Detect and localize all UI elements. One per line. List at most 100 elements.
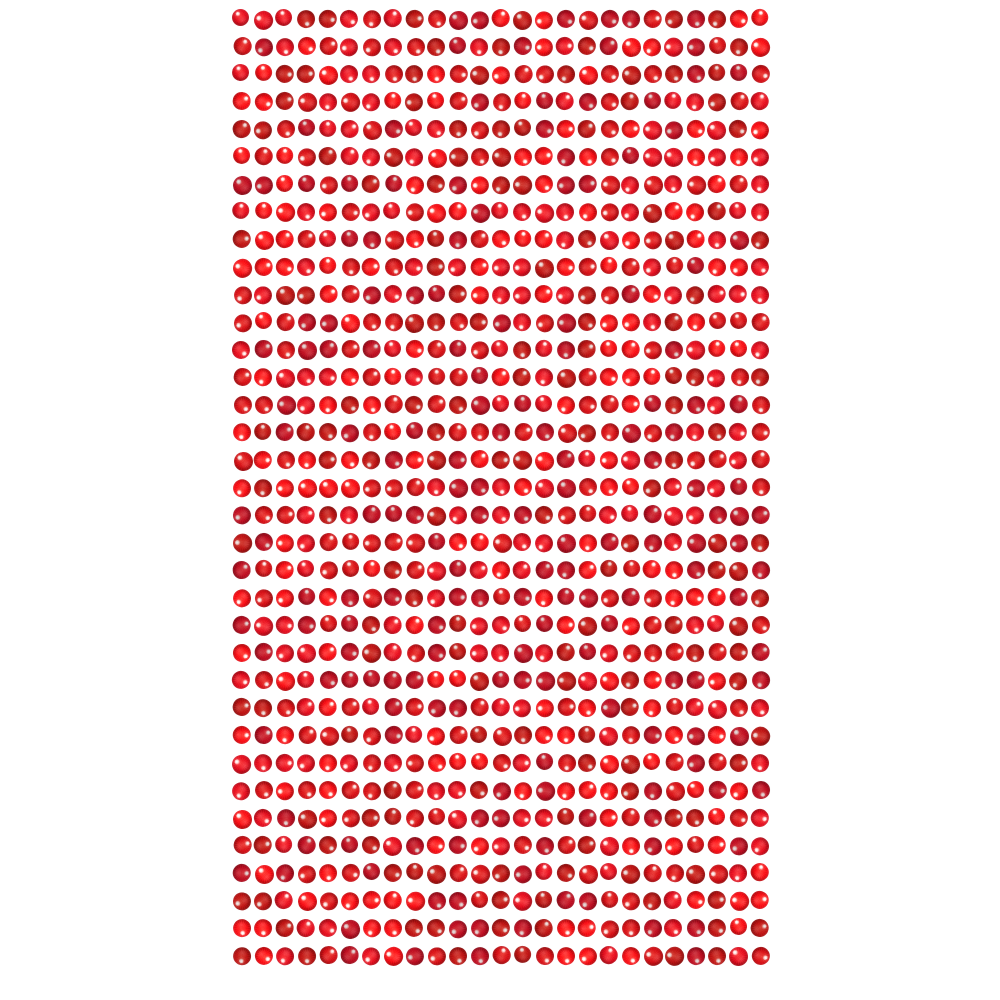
gem-cell bbox=[361, 119, 384, 141]
gem-cell bbox=[553, 722, 579, 749]
gem-cell bbox=[403, 474, 428, 499]
gem-cell bbox=[337, 89, 364, 116]
gem-cell bbox=[682, 89, 708, 115]
gem-cell bbox=[552, 33, 578, 59]
gem-cell bbox=[578, 92, 598, 112]
gem-cell bbox=[747, 227, 773, 253]
gem-cell bbox=[232, 559, 252, 579]
gem-cell bbox=[381, 171, 406, 196]
gem-cell bbox=[317, 586, 340, 609]
gem-cell bbox=[467, 502, 493, 528]
gem-cell bbox=[402, 750, 429, 777]
gem-cell bbox=[705, 668, 730, 694]
gem-cell bbox=[228, 943, 255, 969]
gem-cell bbox=[706, 91, 729, 114]
gem-cell bbox=[295, 35, 318, 58]
gem-cell bbox=[705, 860, 732, 887]
gem-cell bbox=[403, 640, 428, 666]
gem-cell bbox=[402, 392, 427, 417]
gem-cell bbox=[361, 725, 383, 747]
gem-cell bbox=[274, 227, 297, 250]
gem-cell bbox=[491, 780, 513, 802]
gem-cell bbox=[468, 695, 492, 719]
gem-cell bbox=[617, 501, 642, 526]
gem-cell bbox=[683, 172, 710, 199]
gem-cell bbox=[317, 172, 342, 198]
gem-cell bbox=[358, 145, 384, 170]
gem-cell bbox=[251, 89, 276, 114]
gem-cell bbox=[402, 585, 427, 610]
gem-cell bbox=[662, 889, 684, 911]
gem-cell bbox=[380, 88, 406, 114]
gem-cell bbox=[578, 808, 598, 827]
gem-cell bbox=[447, 641, 468, 662]
gem-cell bbox=[445, 832, 471, 858]
gem-cell bbox=[640, 722, 666, 748]
gem-cell bbox=[231, 833, 254, 857]
gem-cell bbox=[727, 805, 752, 830]
gem-cell bbox=[728, 257, 749, 278]
gem-cell bbox=[447, 668, 468, 690]
gem-cell bbox=[750, 311, 772, 332]
gem-cell bbox=[362, 37, 382, 57]
gem-cell bbox=[531, 859, 556, 885]
gem-cell bbox=[576, 254, 601, 279]
gem-cell bbox=[620, 230, 641, 250]
gem-cell bbox=[534, 257, 555, 279]
gem-cell bbox=[534, 945, 556, 967]
gem-cell bbox=[619, 805, 644, 830]
gem-cell bbox=[403, 503, 427, 527]
gem-cell bbox=[466, 613, 492, 639]
gem-cell bbox=[254, 311, 273, 330]
gem-cell bbox=[599, 284, 621, 306]
gem-cell bbox=[424, 529, 449, 554]
gem-cell bbox=[599, 36, 619, 56]
gem-cell bbox=[661, 474, 686, 500]
gem-cell bbox=[686, 256, 705, 275]
gem-cell bbox=[553, 584, 579, 610]
gem-cell bbox=[426, 120, 445, 139]
gem-cell bbox=[383, 449, 404, 470]
gem-cell bbox=[423, 832, 449, 858]
gem-cell bbox=[708, 642, 728, 662]
gem-cell bbox=[575, 392, 601, 417]
gem-cell bbox=[272, 530, 299, 557]
gem-cell bbox=[317, 834, 339, 857]
gem-cell bbox=[426, 752, 447, 773]
gem-cell bbox=[231, 505, 253, 527]
gem-cell bbox=[639, 310, 664, 335]
gem-cell bbox=[555, 888, 578, 912]
gem-cell bbox=[682, 144, 709, 170]
gem-cell bbox=[445, 281, 470, 307]
gem-cell bbox=[490, 751, 513, 774]
gem-cell bbox=[533, 724, 556, 747]
gem-cell bbox=[618, 695, 642, 719]
gem-cell bbox=[380, 363, 406, 389]
gem-cell bbox=[642, 393, 663, 414]
gem-cell bbox=[295, 145, 320, 170]
gem-cell bbox=[725, 281, 751, 307]
gem-cell bbox=[297, 780, 318, 801]
gem-cell bbox=[553, 805, 578, 829]
gem-cell bbox=[510, 584, 536, 610]
gem-cell bbox=[426, 147, 448, 169]
gem-cell bbox=[707, 751, 728, 773]
gem-cell bbox=[618, 668, 644, 694]
gem-cell bbox=[294, 447, 320, 473]
gem-cell bbox=[532, 503, 556, 527]
gem-cell bbox=[404, 778, 427, 802]
gem-cell bbox=[597, 200, 623, 226]
gem-cell bbox=[555, 421, 579, 446]
gem-cell bbox=[553, 337, 579, 363]
gem-cell bbox=[423, 475, 449, 501]
gem-cell bbox=[510, 861, 536, 887]
gem-cell bbox=[272, 943, 298, 969]
gem-cell bbox=[534, 283, 555, 304]
gem-cell bbox=[274, 118, 297, 141]
gem-cell bbox=[513, 504, 533, 525]
gem-cell bbox=[577, 365, 599, 388]
gem-cell bbox=[725, 33, 752, 60]
gem-cell bbox=[296, 173, 317, 193]
gem-cell bbox=[513, 477, 533, 497]
gem-cell bbox=[230, 475, 254, 500]
